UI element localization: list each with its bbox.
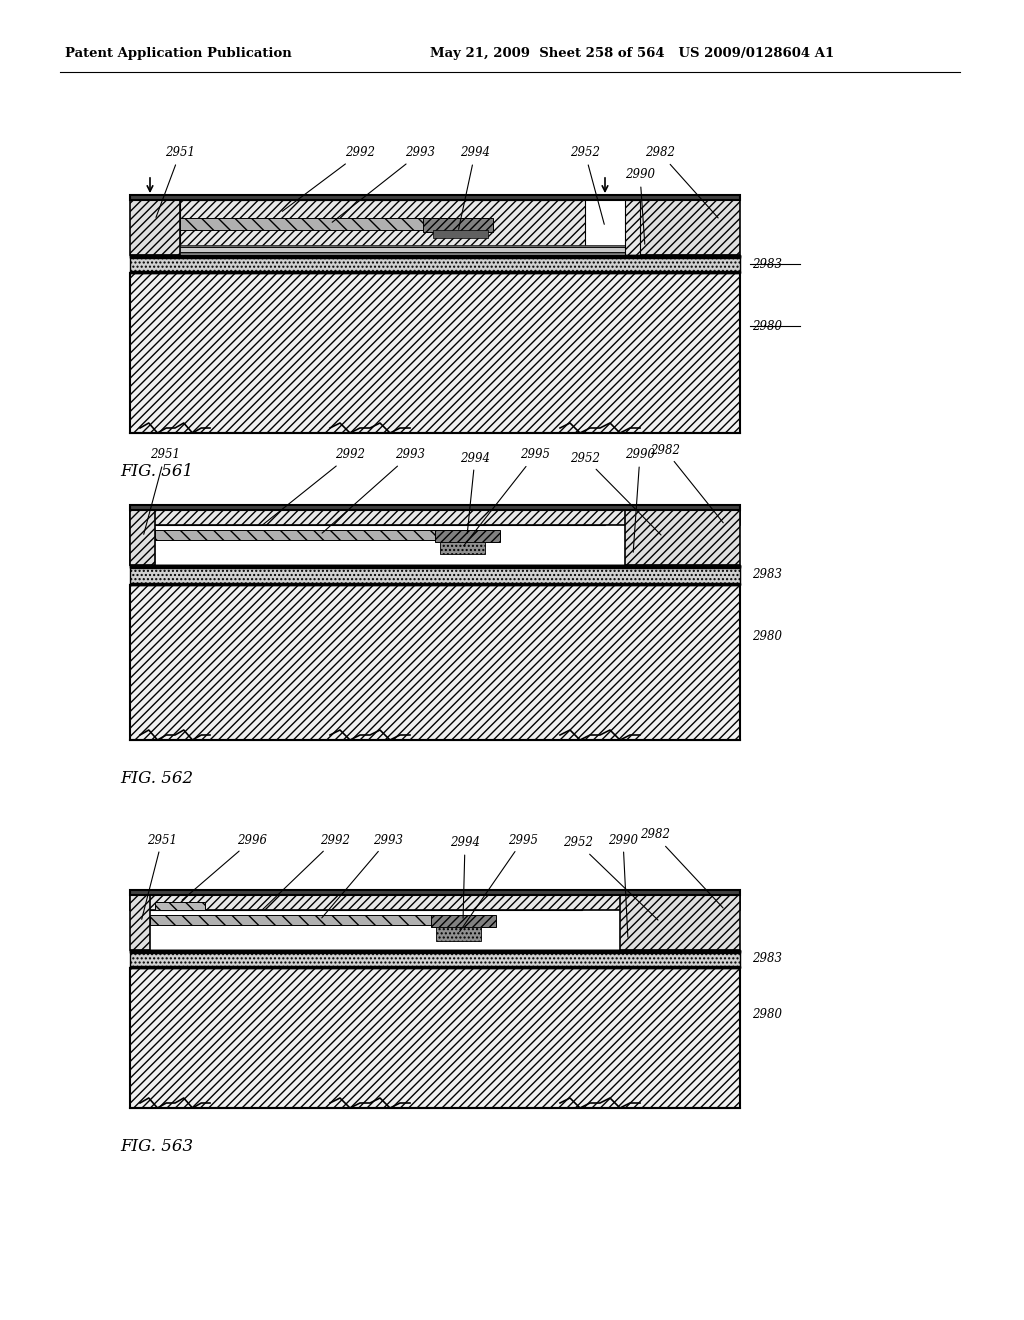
Text: FIG. 561: FIG. 561 [120, 463, 194, 480]
Bar [130, 585, 740, 741]
Text: 2952: 2952 [570, 451, 662, 535]
Bar [130, 565, 740, 585]
Text: Patent Application Publication: Patent Application Publication [65, 48, 292, 59]
Text: 2980: 2980 [752, 319, 782, 333]
Text: FIG. 563: FIG. 563 [120, 1138, 194, 1155]
Bar [180, 201, 585, 255]
Bar [155, 510, 605, 525]
Text: 2993: 2993 [332, 147, 435, 222]
Bar [130, 273, 740, 433]
Text: 2983: 2983 [752, 953, 782, 965]
Bar [130, 565, 740, 568]
Bar [130, 895, 150, 950]
Bar [130, 271, 740, 273]
Text: 2992: 2992 [283, 147, 375, 211]
Text: 2951: 2951 [156, 147, 195, 218]
Bar [180, 218, 483, 230]
Bar [431, 915, 496, 927]
Text: 2994: 2994 [460, 451, 490, 533]
Bar [130, 510, 155, 565]
Bar [130, 895, 740, 909]
Bar [142, 525, 154, 565]
Text: 2994: 2994 [459, 147, 490, 230]
Bar [130, 255, 740, 273]
Bar [130, 255, 740, 257]
Bar [180, 246, 625, 255]
Text: 2980: 2980 [752, 630, 782, 643]
Bar [150, 915, 486, 925]
Bar [433, 230, 488, 238]
Text: 2951: 2951 [143, 449, 180, 535]
Text: 2952: 2952 [570, 147, 604, 224]
Text: May 21, 2009  Sheet 258 of 564   US 2009/0128604 A1: May 21, 2009 Sheet 258 of 564 US 2009/01… [430, 48, 835, 59]
Bar [423, 218, 493, 232]
Bar [130, 950, 740, 952]
Text: 2983: 2983 [752, 257, 782, 271]
Text: 2990: 2990 [625, 169, 655, 244]
Text: 2980: 2980 [752, 1007, 782, 1020]
Text: 2992: 2992 [262, 833, 350, 909]
Text: 2952: 2952 [563, 837, 658, 920]
Text: 2982: 2982 [650, 444, 723, 523]
Bar [130, 950, 740, 968]
Bar [620, 895, 740, 950]
Bar [130, 510, 144, 565]
Text: 2982: 2982 [640, 829, 723, 908]
Text: 2994: 2994 [450, 837, 480, 919]
Bar [625, 510, 740, 565]
Bar [130, 950, 740, 953]
Bar [130, 201, 180, 255]
Text: 2995: 2995 [460, 833, 538, 932]
Bar [440, 543, 485, 554]
Bar [130, 565, 740, 568]
Text: 2990: 2990 [608, 833, 638, 937]
Bar [130, 583, 740, 585]
Bar [436, 927, 481, 941]
Bar [155, 531, 490, 540]
Text: 2995: 2995 [464, 449, 550, 545]
Text: 2993: 2993 [323, 449, 425, 533]
Bar [625, 201, 640, 255]
Bar [130, 890, 740, 895]
Bar [640, 201, 740, 255]
Bar [435, 531, 500, 543]
Bar [130, 510, 740, 525]
Text: 2951: 2951 [141, 833, 177, 919]
Bar [130, 195, 740, 201]
Text: 2996: 2996 [182, 833, 267, 900]
Bar [130, 255, 740, 257]
Bar [130, 506, 740, 510]
Text: 2992: 2992 [262, 449, 365, 525]
Bar [150, 895, 582, 909]
Text: FIG. 562: FIG. 562 [120, 770, 194, 787]
Text: 2993: 2993 [322, 833, 403, 917]
Text: 2990: 2990 [625, 449, 655, 552]
Bar [130, 966, 740, 968]
Bar [155, 902, 205, 909]
Bar [130, 968, 740, 1107]
Text: 2982: 2982 [645, 147, 718, 218]
Text: 2983: 2983 [752, 569, 782, 582]
